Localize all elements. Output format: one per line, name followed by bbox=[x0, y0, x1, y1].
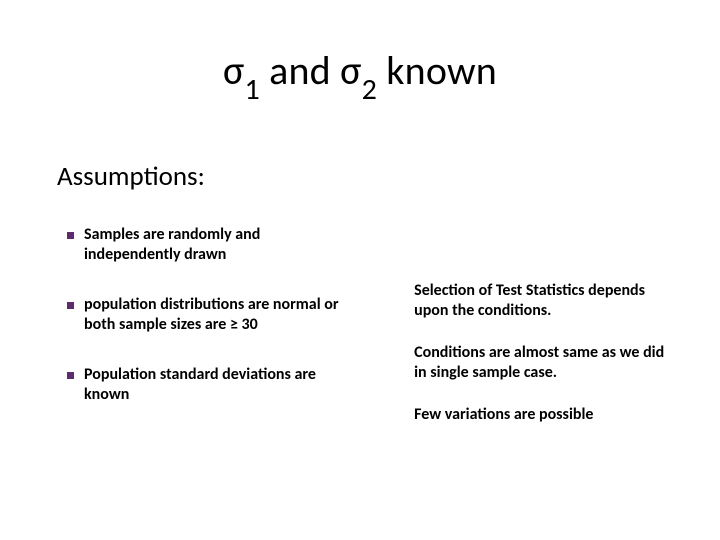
left-column: Samples are randomly and independently d… bbox=[55, 225, 374, 447]
slide-container: σ1 and σ2 known Assumptions: Samples are… bbox=[0, 0, 720, 540]
bullet-item: Population standard deviations are known bbox=[55, 365, 354, 405]
title-sub1: 1 bbox=[244, 71, 259, 108]
bullet-item: population distributions are normal or b… bbox=[55, 295, 354, 335]
bullet-text: population distributions are normal or b… bbox=[84, 295, 354, 335]
note-text: Few variations are possible bbox=[414, 405, 665, 425]
right-column: Selection of Test Statistics depends upo… bbox=[414, 225, 665, 447]
square-bullet-icon bbox=[67, 302, 74, 309]
square-bullet-icon bbox=[67, 232, 74, 239]
title-suffix: known bbox=[377, 46, 497, 95]
bullet-item: Samples are randomly and independently d… bbox=[55, 225, 354, 265]
note-text: Conditions are almost same as we did in … bbox=[414, 343, 665, 383]
slide-title: σ1 and σ2 known bbox=[55, 46, 665, 102]
bullet-text: Population standard deviations are known bbox=[84, 365, 354, 405]
title-mid: and σ bbox=[260, 46, 362, 95]
bullet-text: Samples are randomly and independently d… bbox=[84, 225, 354, 265]
title-prefix: σ bbox=[223, 46, 244, 95]
square-bullet-icon bbox=[67, 372, 74, 379]
assumptions-heading: Assumptions: bbox=[57, 160, 665, 193]
content-columns: Samples are randomly and independently d… bbox=[55, 225, 665, 447]
title-sub2: 2 bbox=[362, 71, 377, 108]
note-text: Selection of Test Statistics depends upo… bbox=[414, 281, 665, 321]
